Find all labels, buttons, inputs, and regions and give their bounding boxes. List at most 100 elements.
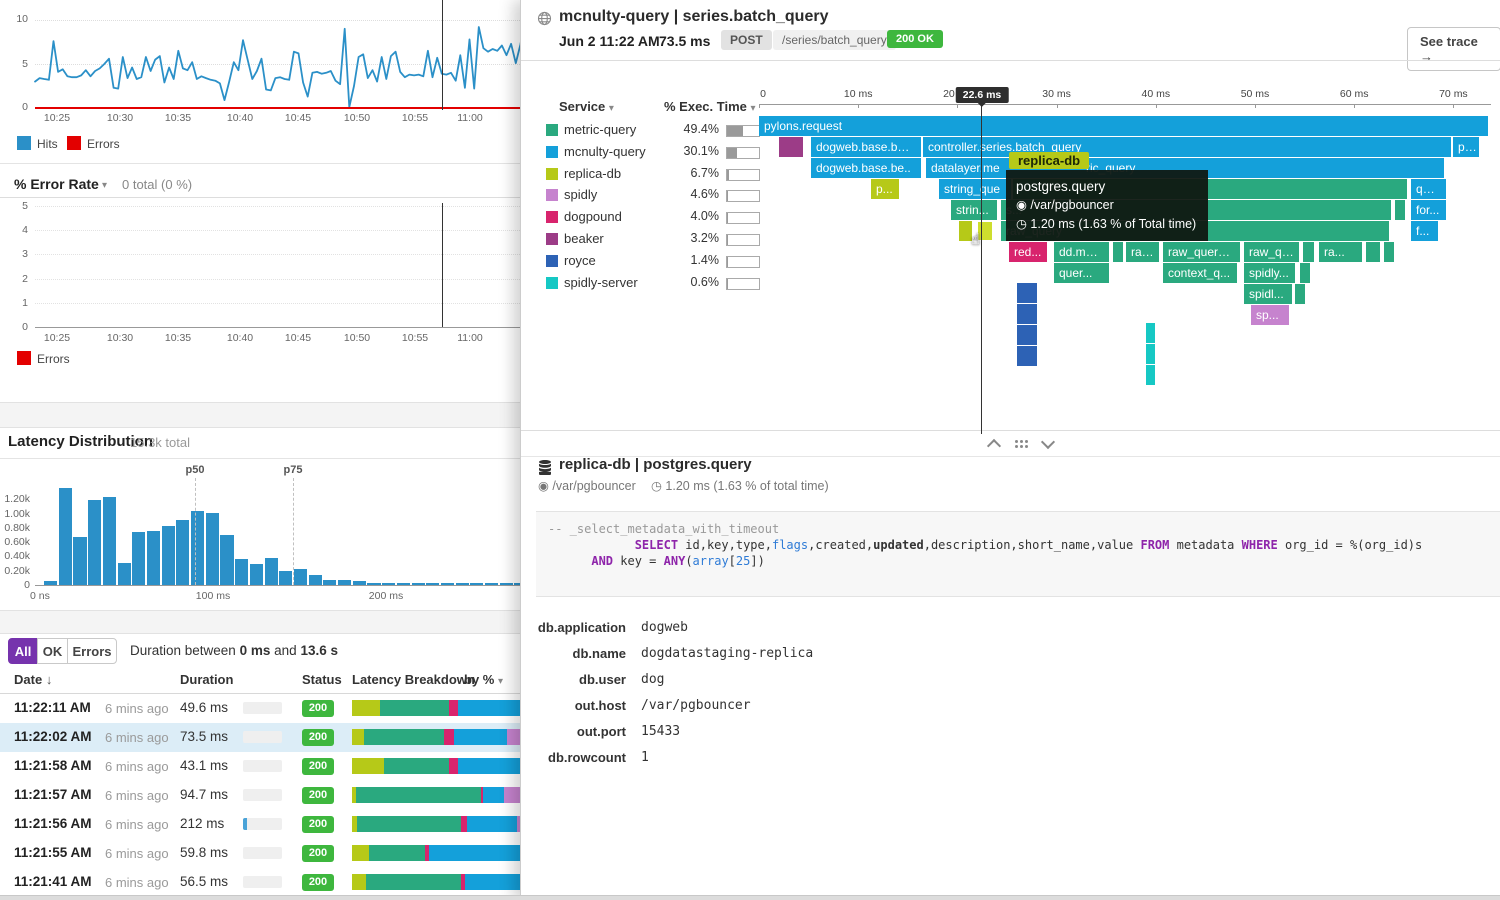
table-row[interactable]: 11:21:57 AM 6 mins ago 94.7 ms 200 [0, 781, 520, 811]
span-bar-mcnulty-query[interactable]: string_que [939, 179, 1011, 199]
histogram-bar[interactable] [382, 583, 396, 585]
chevron-down-icon[interactable]: ▾ [102, 180, 108, 191]
span-bar-royce[interactable] [1017, 283, 1037, 303]
span-bar-spidly-server[interactable] [1146, 365, 1155, 385]
see-trace-button[interactable]: See trace → [1407, 27, 1500, 71]
span-bar-metric-query[interactable]: raw_que... [1244, 242, 1299, 262]
histogram-bar[interactable] [58, 488, 72, 585]
histogram-bar[interactable] [455, 583, 469, 585]
span-bar-mcnulty-query[interactable]: pylons.request [759, 116, 1488, 136]
span-bar-replica-db[interactable] [959, 221, 972, 241]
errors-legend-swatch[interactable] [17, 351, 31, 365]
histogram-bar[interactable] [132, 532, 146, 585]
span-bar-metric-query[interactable] [1303, 242, 1314, 262]
table-row[interactable]: 11:22:11 AM 6 mins ago 49.6 ms 200 [0, 694, 520, 724]
col-exec-time[interactable]: % Exec. Time ▾ [664, 99, 756, 114]
collapse-up-icon[interactable] [986, 438, 1002, 454]
span-bar-dogpound[interactable]: red... [1009, 242, 1047, 262]
span-bar-mcnulty-query[interactable]: dogweb.base.before [811, 137, 921, 157]
col-duration[interactable]: Duration [180, 672, 234, 687]
histogram-bar[interactable] [514, 582, 520, 585]
histogram-bar[interactable] [191, 511, 205, 585]
histogram-bar[interactable] [264, 557, 278, 585]
span-bar-replica-db[interactable]: p... [871, 179, 899, 199]
histogram-bar[interactable] [293, 568, 308, 585]
span-bar-metric-query[interactable] [1113, 242, 1123, 262]
span-bar-metric-query[interactable]: quer... [1054, 263, 1109, 283]
histogram-bar[interactable] [323, 579, 337, 585]
error-rate-title[interactable]: % Error Rate [14, 176, 99, 192]
histogram-bar[interactable] [426, 583, 440, 585]
histogram-bar[interactable] [308, 574, 322, 585]
span-bar-metric-query[interactable]: ra... [1319, 242, 1362, 262]
span-bar-metric-query[interactable]: raw... [1126, 242, 1159, 262]
service-row-metric-query[interactable]: metric-query 49.4% [521, 122, 761, 142]
service-row-spidly[interactable]: spidly 4.6% [521, 187, 761, 207]
histogram-bar[interactable] [411, 583, 425, 585]
histogram-bar[interactable] [73, 537, 87, 585]
service-row-mcnulty-query[interactable]: mcnulty-query 30.1% [521, 144, 761, 164]
span-bar-metric-query[interactable] [1384, 242, 1394, 262]
span-bar-metric-query[interactable]: spidl... [1244, 284, 1292, 304]
errors-legend-swatch[interactable] [67, 136, 81, 150]
service-row-dogpound[interactable]: dogpound 4.0% [521, 209, 761, 229]
histogram-bar[interactable] [279, 570, 293, 585]
histogram-bar[interactable] [88, 499, 102, 585]
span-bar-metric-query[interactable] [1395, 200, 1405, 220]
histogram-bar[interactable] [205, 512, 219, 585]
histogram-bar[interactable] [161, 525, 175, 585]
table-row[interactable]: 11:21:55 AM 6 mins ago 59.8 ms 200 [0, 839, 520, 869]
histogram-bar[interactable] [470, 582, 484, 585]
histogram-bar[interactable] [440, 583, 455, 585]
histogram-bar[interactable] [220, 534, 234, 585]
table-row[interactable]: 11:21:58 AM 6 mins ago 43.1 ms 200 [0, 752, 520, 782]
histogram-bar[interactable] [249, 564, 263, 585]
col-status[interactable]: Status [302, 672, 342, 687]
sql-query[interactable]: -- _select_metadata_with_timeout SELECT … [548, 521, 1422, 569]
span-bar-spidly-server[interactable] [1146, 323, 1155, 343]
histogram-bar[interactable] [102, 497, 116, 585]
span-bar-royce[interactable] [1017, 304, 1037, 324]
histogram-bar[interactable] [235, 559, 249, 585]
span-bar-beaker[interactable] [779, 137, 803, 157]
span-bar-mcnulty-query[interactable]: dogweb.base.be.. [811, 158, 921, 178]
span-bar-metric-query[interactable] [1295, 284, 1305, 304]
span-bar-mcnulty-query[interactable]: f... [1411, 221, 1438, 241]
hits-legend-swatch[interactable] [17, 136, 31, 150]
service-row-spidly-server[interactable]: spidly-server 0.6% [521, 275, 761, 295]
span-bar-metric-query[interactable]: spidly... [1244, 263, 1295, 283]
span-bar-metric-query[interactable]: strin... [951, 200, 997, 220]
histogram-bar[interactable] [117, 562, 131, 585]
histogram-bar[interactable] [146, 530, 161, 585]
span-bar-metric-query[interactable]: context_q... [1163, 263, 1237, 283]
histogram-bar[interactable] [338, 579, 352, 585]
drag-handle-icon[interactable] [1015, 440, 1018, 443]
col-by-pct[interactable]: by % ▾ [464, 672, 503, 687]
errors-legend-label[interactable]: Errors [87, 137, 120, 151]
span-bar-mcnulty-query[interactable]: controller.series.batch_query [923, 137, 1451, 157]
table-row[interactable]: 11:22:02 AM 6 mins ago 73.5 ms 200 [0, 723, 520, 753]
collapse-down-icon[interactable] [1040, 434, 1056, 450]
histogram-bar[interactable] [44, 580, 58, 585]
histogram-bar[interactable] [485, 583, 499, 585]
span-bar-mcnulty-query[interactable]: for... [1411, 200, 1446, 220]
service-row-royce[interactable]: royce 1.4% [521, 253, 761, 273]
span-bar-spidly[interactable]: sp... [1251, 305, 1289, 325]
tab-errors[interactable]: Errors [67, 638, 117, 664]
col-date[interactable]: Date ↓ [14, 672, 53, 687]
service-row-replica-db[interactable]: replica-db 6.7% [521, 166, 761, 186]
histogram-bar[interactable] [176, 519, 190, 585]
histogram-bar[interactable] [367, 582, 381, 585]
histogram-bar[interactable] [352, 581, 366, 585]
col-service[interactable]: Service ▾ [559, 99, 614, 114]
table-row[interactable]: 11:21:41 AM 6 mins ago 56.5 ms 200 [0, 868, 520, 898]
hits-legend-label[interactable]: Hits [37, 137, 58, 151]
span-bar-metric-query[interactable] [1366, 242, 1380, 262]
errors-legend-label[interactable]: Errors [37, 352, 70, 366]
tab-all[interactable]: All [8, 638, 38, 664]
span-bar-spidly-server[interactable] [1146, 344, 1155, 364]
span-bar-royce[interactable] [1017, 325, 1037, 345]
histogram-bar[interactable] [396, 583, 410, 585]
span-bar-metric-query[interactable]: dd.metri... [1054, 242, 1109, 262]
span-bar-royce[interactable] [1017, 346, 1037, 366]
